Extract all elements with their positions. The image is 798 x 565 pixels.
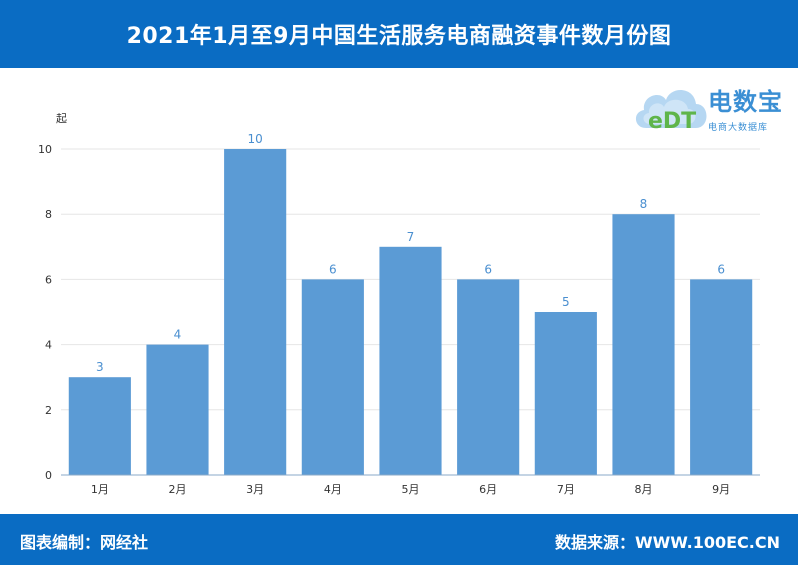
- footer-editor: 图表编制：网经社: [20, 533, 149, 552]
- data-label: 5: [562, 295, 570, 309]
- y-tick-label: 0: [45, 469, 52, 482]
- data-label: 6: [484, 262, 492, 276]
- data-label: 10: [248, 132, 263, 146]
- x-tick-label: 8月: [635, 483, 653, 496]
- data-labels: 3 4 10 6 7 6 5 8 6: [96, 132, 725, 374]
- y-tick-label: 8: [45, 208, 52, 221]
- data-label: 7: [407, 230, 415, 244]
- y-tick-label: 4: [45, 339, 52, 352]
- y-tick-label: 10: [38, 143, 52, 156]
- logo-mark-text: eDT: [648, 109, 696, 134]
- x-tick-label: 6月: [479, 483, 497, 496]
- chart-title: 2021年1月至9月中国生活服务电商融资事件数月份图: [126, 24, 672, 49]
- data-label: 3: [96, 360, 104, 374]
- bar: [146, 344, 209, 475]
- y-tick-label: 2: [45, 404, 52, 417]
- cloud-logo-icon: eDT: [635, 89, 707, 134]
- header-bar: 2021年1月至9月中国生活服务电商融资事件数月份图: [0, 0, 798, 68]
- data-label: 4: [174, 328, 182, 342]
- bar: [68, 377, 131, 475]
- bar: [301, 279, 364, 475]
- y-axis-unit-label: 起: [56, 112, 67, 125]
- data-label: 6: [329, 262, 337, 276]
- x-tick-label: 5月: [402, 483, 420, 496]
- y-axis-ticks: 0 2 4 6 8 10: [38, 143, 52, 482]
- bars: [68, 149, 753, 475]
- footer-source: 数据来源：WWW.100EC.CN: [554, 533, 780, 552]
- x-tick-label: 7月: [557, 483, 575, 496]
- x-tick-label: 3月: [246, 483, 264, 496]
- bar: [612, 214, 675, 475]
- bar: [690, 279, 753, 475]
- footer-bar: 图表编制：网经社 数据来源：WWW.100EC.CN: [0, 514, 798, 565]
- bar: [534, 312, 597, 475]
- bar: [457, 279, 520, 475]
- x-tick-label: 4月: [324, 483, 342, 496]
- bar: [379, 246, 442, 475]
- data-label: 8: [640, 197, 648, 211]
- y-tick-label: 6: [45, 273, 52, 286]
- brand-logo: eDT 电数宝 电商大数据库: [632, 76, 792, 138]
- x-axis-ticks: 1月 2月 3月 4月 5月 6月 7月 8月 9月: [91, 483, 730, 496]
- x-tick-label: 1月: [91, 483, 109, 496]
- x-tick-label: 9月: [712, 483, 730, 496]
- data-label: 6: [717, 262, 725, 276]
- x-tick-label: 2月: [169, 483, 187, 496]
- logo-brand-name: 电数宝: [708, 88, 783, 116]
- bar: [224, 149, 287, 475]
- logo-subtitle: 电商大数据库: [708, 123, 769, 133]
